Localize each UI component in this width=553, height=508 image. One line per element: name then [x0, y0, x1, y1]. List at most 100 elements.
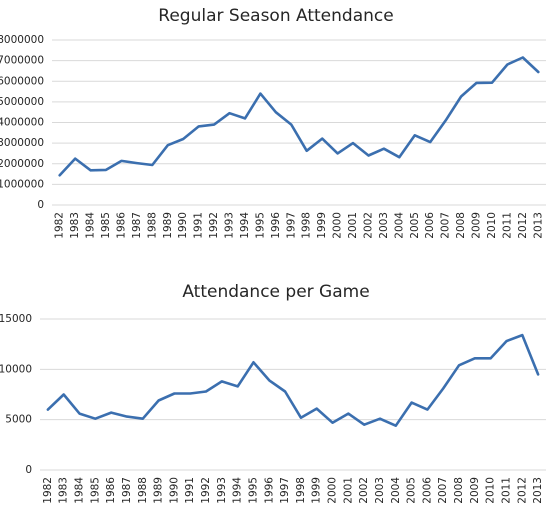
y-tick-label: 8000000 — [0, 34, 44, 46]
data-point — [320, 137, 324, 141]
y-tick-label: 6000000 — [0, 75, 44, 87]
x-tick-label: 1996 — [270, 212, 282, 239]
x-tick-label: 2002 — [358, 477, 370, 504]
data-point — [520, 333, 524, 337]
x-tick-label: 1996 — [263, 477, 275, 504]
chart-title: Attendance per Game — [182, 282, 369, 302]
data-point — [382, 147, 386, 151]
y-tick-label: 0 — [25, 464, 32, 476]
data-point — [378, 417, 382, 421]
data-point — [315, 407, 319, 411]
data-point — [457, 363, 461, 367]
x-tick-label: 1989 — [162, 212, 174, 239]
x-tick-label: 2006 — [421, 477, 433, 504]
x-tick-label: 2003 — [378, 212, 390, 239]
data-point — [490, 81, 494, 85]
x-tick-label: 1988 — [137, 477, 149, 504]
y-tick-label: 10000 — [0, 363, 32, 375]
x-tick-label: 1993 — [224, 212, 236, 239]
data-point — [157, 399, 161, 403]
x-tick-label: 2001 — [347, 212, 359, 239]
data-point — [150, 163, 154, 167]
data-point — [181, 137, 185, 141]
x-tick-label: 1994 — [239, 212, 251, 239]
data-point — [366, 154, 370, 158]
x-tick-label: 1989 — [153, 477, 165, 504]
data-point — [220, 379, 224, 383]
x-tick-label: 2009 — [471, 212, 483, 239]
y-tick-label: 3000000 — [0, 137, 44, 149]
data-point — [236, 384, 240, 388]
data-point — [212, 123, 216, 127]
x-tick-label: 1997 — [279, 477, 291, 504]
chart-1: Regular Season Attendance 0 1000000 2000000… — [0, 6, 546, 239]
data-point — [521, 56, 525, 60]
x-tick-label: 2005 — [409, 212, 421, 239]
x-tick-label: 1991 — [184, 477, 196, 504]
data-point — [428, 140, 432, 144]
x-tick-label: 1986 — [105, 477, 117, 504]
x-tick-label: 2012 — [516, 477, 528, 504]
data-point — [397, 155, 401, 159]
data-point — [331, 421, 335, 425]
data-point — [58, 173, 62, 177]
data-point — [536, 372, 540, 376]
x-tick-label: 2008 — [455, 212, 467, 239]
data-point — [73, 157, 77, 161]
data-point — [89, 168, 93, 172]
data-point — [473, 356, 477, 360]
data-point — [305, 149, 309, 153]
data-point — [425, 408, 429, 412]
x-tick-label: 2009 — [469, 477, 481, 504]
x-tick-label: 1997 — [285, 212, 297, 239]
x-tick-label: 2013 — [532, 212, 544, 239]
x-tick-label: 1983 — [58, 477, 70, 504]
data-point — [119, 159, 123, 163]
data-point — [394, 424, 398, 428]
y-tick-label: 5000 — [5, 414, 32, 426]
x-tick-label: 1998 — [301, 212, 313, 239]
data-point — [351, 141, 355, 145]
x-tick-label: 2000 — [332, 212, 344, 239]
x-tick-label: 2012 — [517, 212, 529, 239]
x-tick-label: 2001 — [342, 477, 354, 504]
data-point — [104, 168, 108, 172]
x-tick-label: 1994 — [232, 477, 244, 504]
data-point — [410, 401, 414, 405]
data-point — [289, 123, 293, 127]
x-tick-label: 2004 — [393, 212, 405, 239]
data-point — [475, 81, 479, 85]
x-tick-label: 1992 — [200, 477, 212, 504]
y-tick-label: 7000000 — [0, 55, 44, 67]
data-point — [46, 408, 50, 412]
y-tick-label: 0 — [37, 199, 44, 211]
data-point — [109, 411, 113, 415]
data-point — [243, 116, 247, 120]
y-tick-label: 1000000 — [0, 178, 44, 190]
x-tick-label: 1992 — [208, 212, 220, 239]
x-tick-label: 2003 — [374, 477, 386, 504]
x-tick-label: 1990 — [177, 212, 189, 239]
data-point — [444, 118, 448, 122]
data-point — [135, 161, 139, 165]
x-tick-label: 1987 — [131, 212, 143, 239]
x-tick-label: 1982 — [54, 212, 66, 239]
x-tick-label: 1985 — [100, 212, 112, 239]
data-point — [441, 386, 445, 390]
x-tick-label: 2004 — [390, 477, 402, 504]
x-tick-label: 2007 — [440, 212, 452, 239]
chart-2: Attendance per Game 0 5000 10000 15000 1982 19… — [0, 282, 546, 504]
data-point — [251, 360, 255, 364]
x-tick-label: 2000 — [327, 477, 339, 504]
data-point — [267, 378, 271, 382]
x-tick-label: 1984 — [85, 212, 97, 239]
x-tick-label: 1990 — [168, 477, 180, 504]
x-tick-label: 2011 — [500, 477, 512, 504]
x-tick-label: 1988 — [146, 212, 158, 239]
y-tick-label: 2000000 — [0, 158, 44, 170]
x-tick-label: 1999 — [311, 477, 323, 504]
data-point — [489, 356, 493, 360]
data-point — [336, 151, 340, 155]
data-point — [536, 70, 540, 74]
data-point — [283, 389, 287, 393]
